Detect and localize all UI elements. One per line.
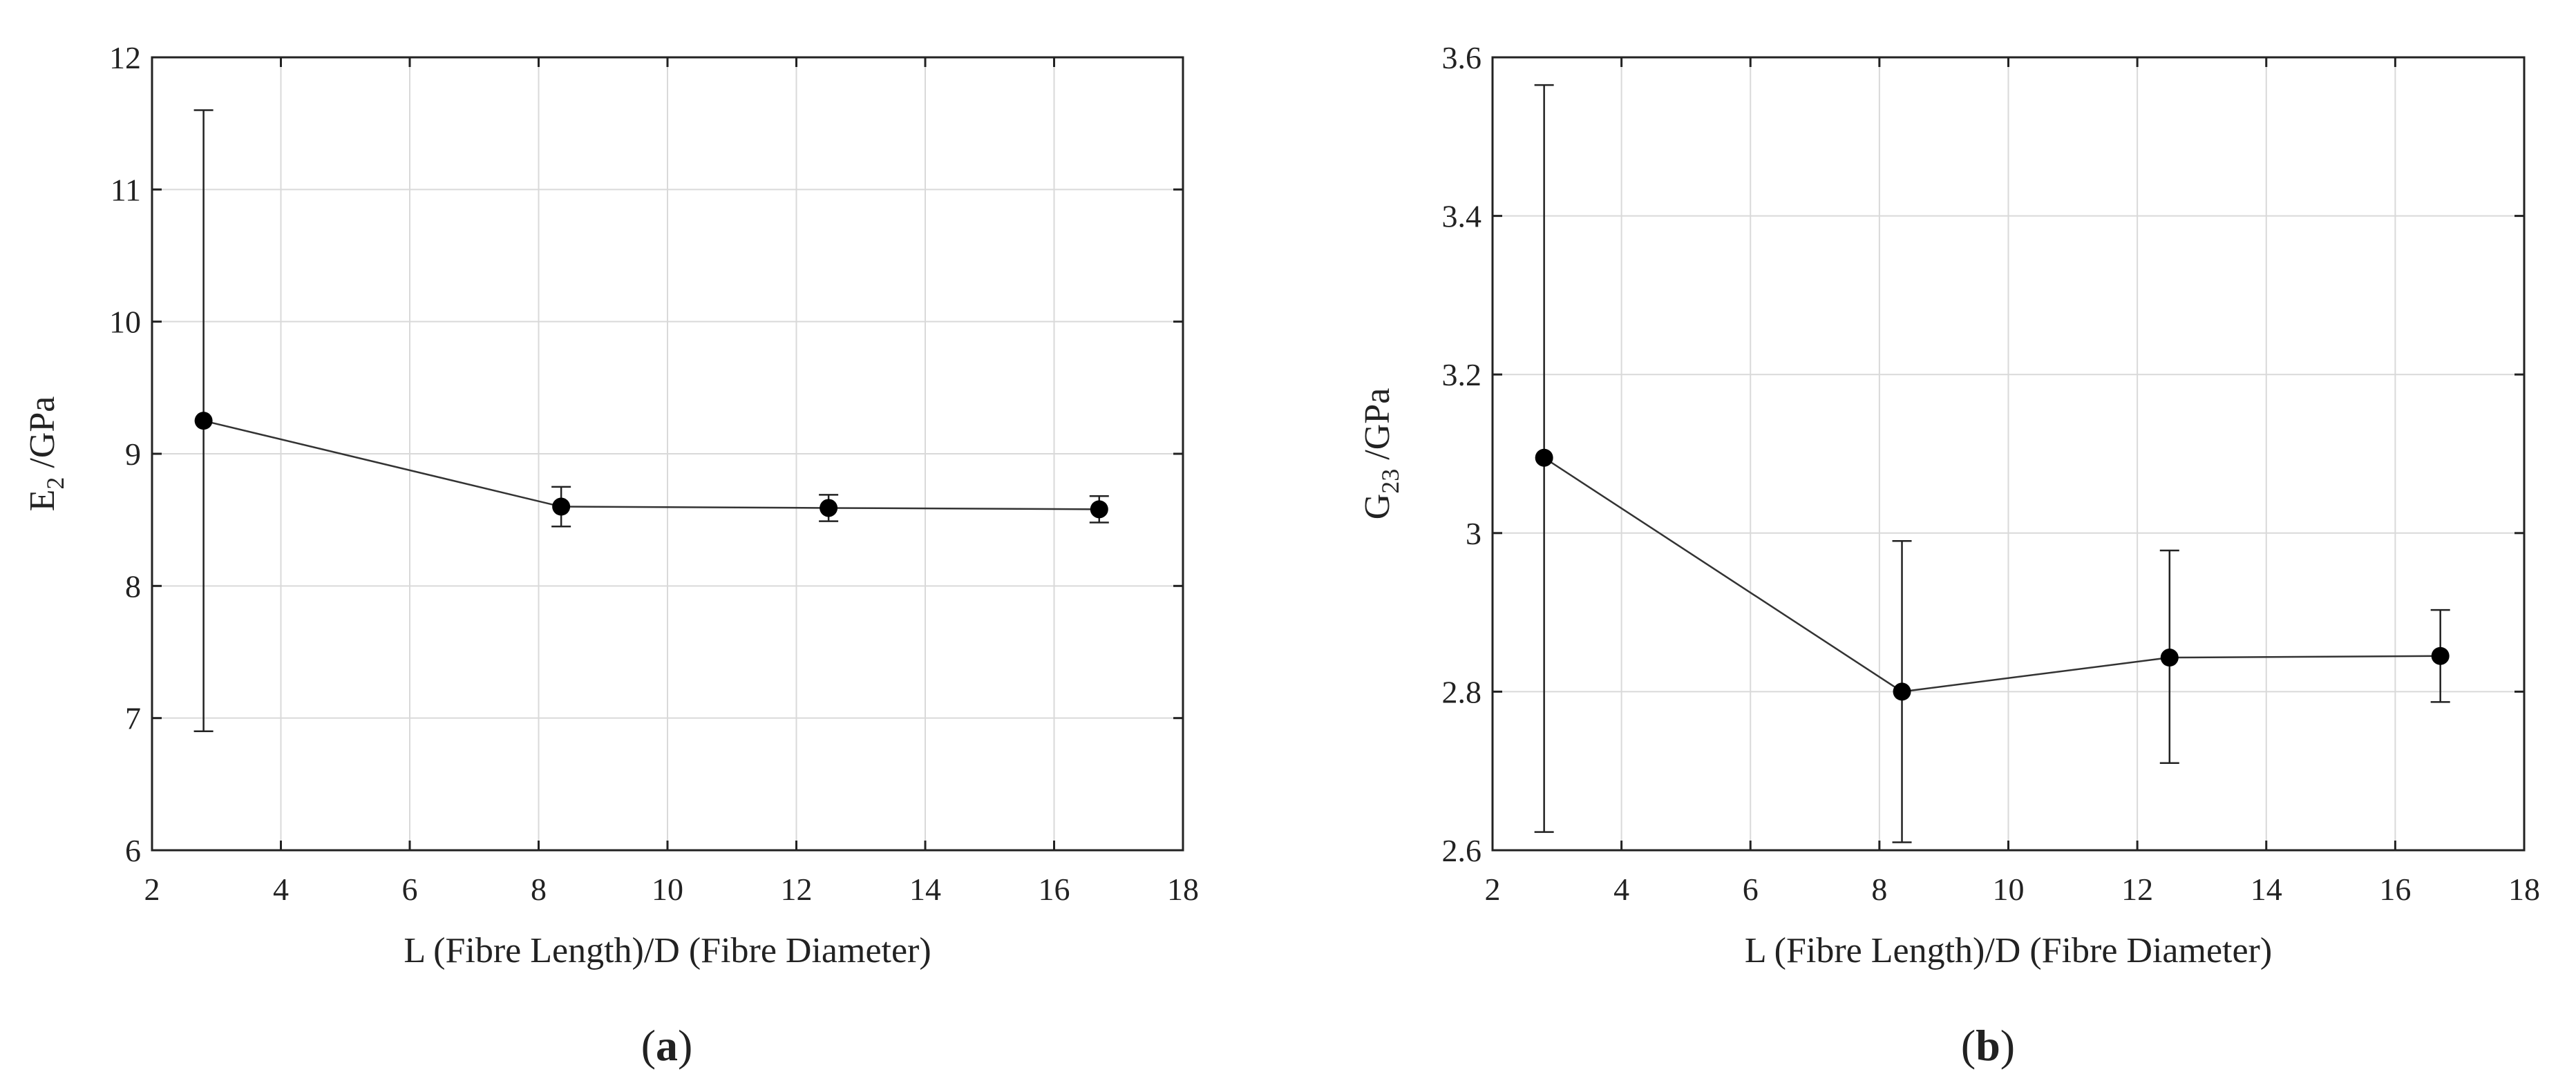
x-tick-label: 8 — [531, 872, 547, 907]
y-axis-label: G23 /GPa — [1358, 388, 1404, 520]
y-tick-label: 6 — [125, 833, 141, 868]
x-axis-label: L (Fibre Length)/D (Fibre Diameter) — [1745, 931, 2272, 970]
y-tick-label: 11 — [111, 172, 141, 207]
x-tick-label: 6 — [402, 872, 418, 907]
y-axis-label-unit: /GPa — [23, 396, 62, 477]
y-tick-label: 7 — [125, 701, 141, 736]
data-point — [1090, 500, 1108, 519]
x-tick-label: 2 — [144, 872, 160, 907]
panel-label-letter: a — [656, 1021, 678, 1070]
data-point — [2431, 646, 2450, 665]
panel-label-close: ) — [2000, 1021, 2015, 1070]
panel-label-open: ( — [641, 1021, 656, 1070]
y-tick-label: 12 — [109, 40, 141, 75]
x-tick-label: 14 — [2251, 872, 2282, 907]
chart-a: 2 4 6 8 10 12 14 16 18 6 7 8 9 10 11 12 L (Fibre Length)… — [23, 40, 1199, 1070]
y-tick-label: 3.6 — [1442, 40, 1482, 75]
panel-label: (a) — [641, 1021, 693, 1070]
y-tick-label: 2.8 — [1442, 674, 1482, 709]
x-tick-label: 18 — [1167, 872, 1199, 907]
data-point — [1535, 448, 1553, 467]
x-axis-label: L (Fibre Length)/D (Fibre Diameter) — [404, 931, 931, 970]
panel-label-letter: b — [1976, 1021, 2000, 1070]
data-point — [552, 497, 571, 516]
x-tick-label: 14 — [909, 872, 941, 907]
y-axis-label-unit: /GPa — [1358, 388, 1397, 469]
panel-label: (b) — [1961, 1021, 2015, 1070]
y-axis-label-main: E — [23, 490, 62, 512]
y-axis-label-subscript: 2 — [41, 477, 69, 490]
y-tick-label: 10 — [109, 305, 141, 340]
y-axis-label-subscript: 23 — [1376, 469, 1404, 494]
panel-label-open: ( — [1961, 1021, 1976, 1070]
y-tick-label: 2.6 — [1442, 833, 1482, 868]
y-tick-label: 8 — [125, 568, 141, 604]
y-axis-label-main: G — [1358, 494, 1397, 520]
series-line — [203, 419, 1099, 510]
x-tick-label: 8 — [1871, 872, 1887, 907]
y-tick-label: 3 — [1466, 516, 1481, 551]
x-tick-label: 4 — [1613, 872, 1629, 907]
data-point — [194, 412, 213, 430]
y-axis-label: E2 /GPa — [23, 396, 69, 512]
panel-label-close: ) — [678, 1021, 692, 1070]
chart-b: 2 4 6 8 10 12 14 16 18 2.6 2.8 3 3.2 3.4 3.6 L (Fibre L… — [1358, 40, 2540, 1070]
x-tick-label: 4 — [273, 872, 289, 907]
x-tick-label: 10 — [1993, 872, 2025, 907]
x-tick-label: 12 — [781, 872, 813, 907]
x-tick-label: 18 — [2508, 872, 2540, 907]
data-point — [820, 499, 838, 517]
x-tick-label: 16 — [2379, 872, 2411, 907]
data-point — [2160, 649, 2179, 667]
x-tick-label: 6 — [1743, 872, 1759, 907]
series-line — [1543, 457, 2441, 693]
x-tick-label: 10 — [652, 872, 683, 907]
x-tick-label: 2 — [1485, 872, 1501, 907]
y-tick-label: 3.2 — [1442, 357, 1482, 392]
x-tick-label: 12 — [2121, 872, 2153, 907]
y-tick-label: 3.4 — [1442, 199, 1482, 234]
data-point — [1893, 682, 1911, 701]
x-tick-label: 16 — [1039, 872, 1070, 907]
y-tick-label: 9 — [125, 437, 141, 472]
